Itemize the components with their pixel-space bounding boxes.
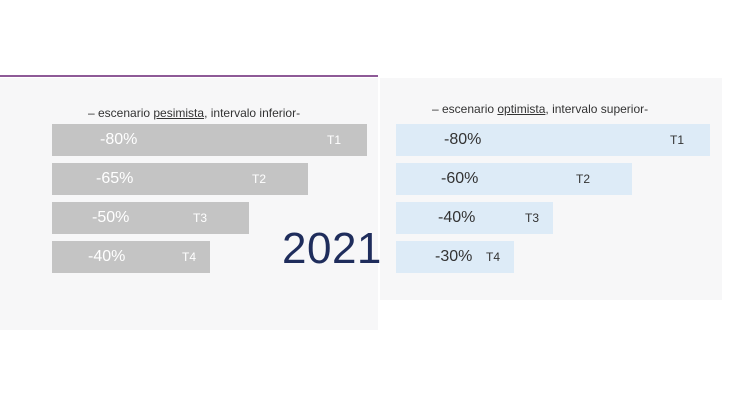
pessimistic-bar-value-label: -65%	[96, 170, 134, 187]
optimistic-bar-value-label: -60%	[441, 170, 479, 187]
optimistic-bar-t3: -40% T3	[396, 202, 553, 234]
pessimistic-bar-t3: -50% T3	[52, 202, 249, 234]
optimistic-bar-category-label: T1	[669, 133, 684, 147]
optimistic-title-emphasis: optimista	[497, 102, 546, 116]
pessimistic-title-prefix: – escenario	[88, 106, 154, 120]
optimistic-bar-t2: -60% T2	[396, 163, 632, 195]
accent-divider-line	[0, 75, 378, 77]
optimistic-bar-value-label: -40%	[438, 209, 476, 226]
pessimistic-bar-category-label: T1	[326, 133, 341, 147]
optimistic-bar-value-label: -80%	[444, 131, 482, 148]
optimistic-bar-t4: -30% T4	[396, 241, 514, 273]
pessimistic-bar-category-label: T2	[251, 172, 266, 186]
pessimistic-bar-t4: -40% T4	[52, 241, 210, 273]
pessimistic-bar-t1: -80% T1	[52, 124, 367, 156]
pessimistic-bar-category-label: T3	[192, 211, 207, 225]
optimistic-bar-value-label: -30%	[435, 248, 473, 265]
optimistic-title-prefix: – escenario	[432, 102, 498, 116]
pessimistic-bar-t2: -65% T2	[52, 163, 308, 195]
optimistic-bar-category-label: T4	[485, 250, 500, 264]
pessimistic-title-emphasis: pesimista	[153, 106, 205, 120]
optimistic-bar-category-label: T2	[575, 172, 590, 186]
year-label: 2021	[282, 224, 382, 273]
optimistic-title-suffix: , intervalo superior-	[545, 102, 649, 116]
pessimistic-bar-value-label: -40%	[88, 248, 126, 265]
optimistic-bar-t1: -80% T1	[396, 124, 710, 156]
optimistic-bar-category-label: T3	[524, 211, 539, 225]
pessimistic-scenario-title: – escenario pesimista, intervalo inferio…	[88, 106, 300, 120]
pessimistic-bar-value-label: -80%	[100, 131, 138, 148]
optimistic-scenario-title: – escenario optimista, intervalo superio…	[432, 102, 648, 116]
pessimistic-title-suffix: , intervalo inferior-	[204, 106, 301, 120]
pessimistic-bar-category-label: T4	[181, 250, 196, 264]
pessimistic-bar-value-label: -50%	[92, 209, 130, 226]
